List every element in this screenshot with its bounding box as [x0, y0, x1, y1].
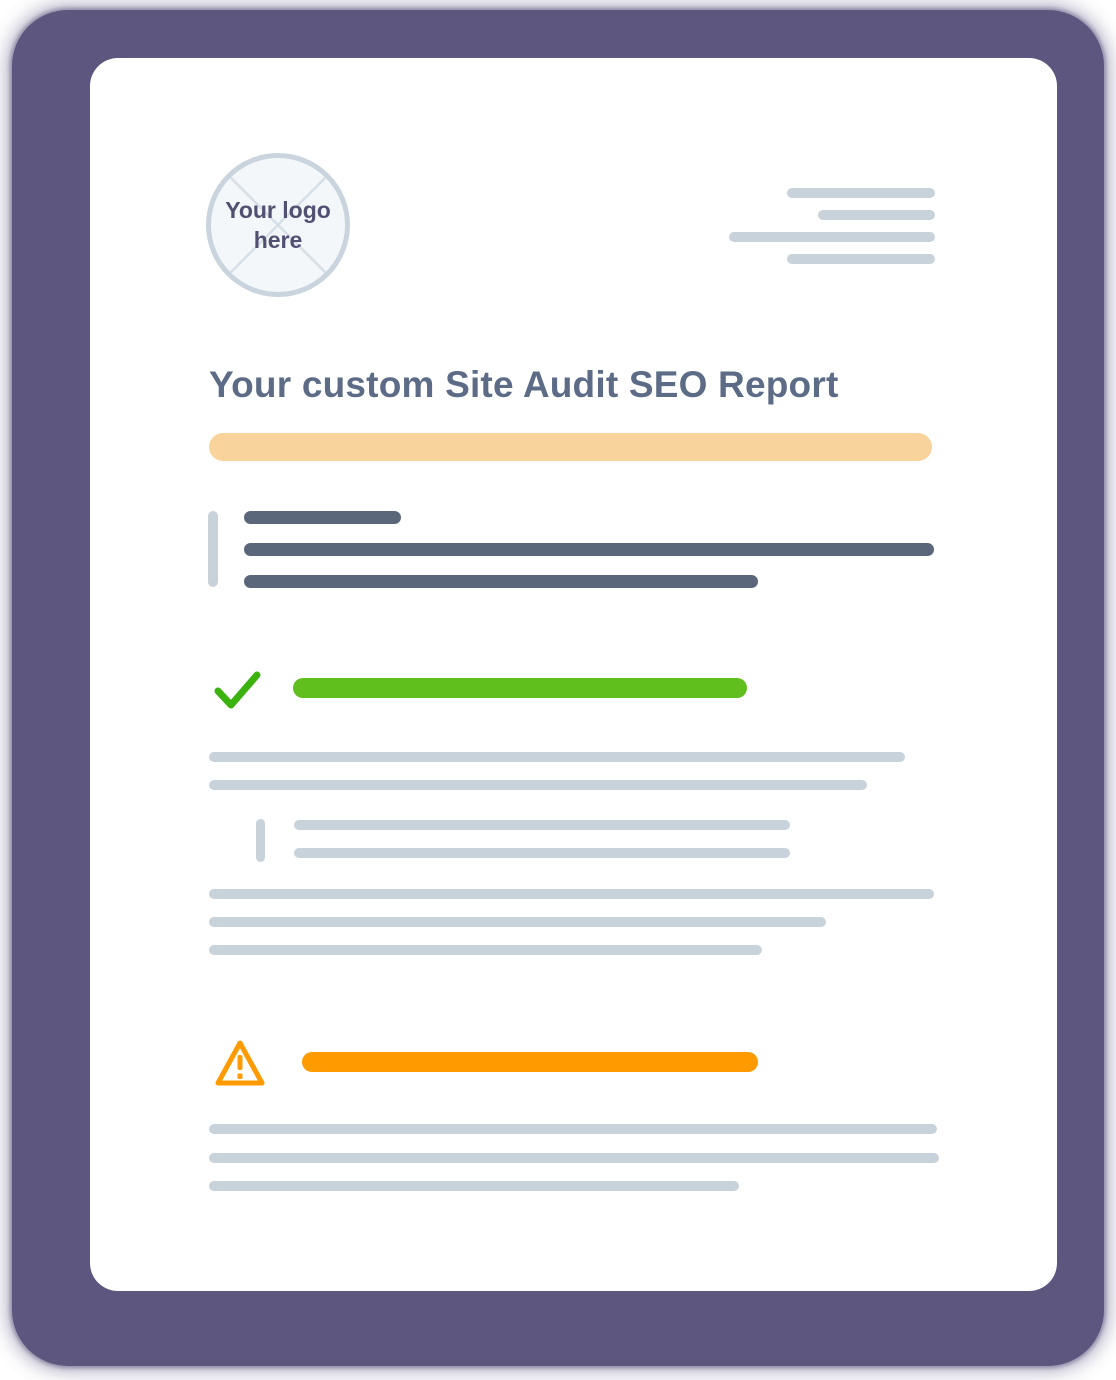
crossed-circle-logo-icon: [211, 158, 345, 292]
warning-triangle-icon: [215, 1040, 265, 1086]
header-placeholder-line: [729, 232, 935, 242]
intro-placeholder-line: [244, 511, 401, 524]
header-placeholder-line: [787, 254, 935, 264]
report-frame: Your logo here Your custom Site Audit SE…: [12, 10, 1104, 1366]
body-placeholder-line: [209, 945, 762, 955]
body-placeholder-line: [209, 780, 867, 790]
intro-placeholder-line: [244, 543, 934, 556]
body-placeholder-line: [209, 752, 905, 762]
logo-placeholder: Your logo here: [206, 153, 350, 297]
logo-placeholder-label: Your logo here: [225, 197, 331, 253]
body-placeholder-line: [209, 1153, 939, 1163]
report-title: Your custom Site Audit SEO Report: [209, 364, 839, 405]
paragraph-accent-bar: [208, 511, 218, 587]
quote-placeholder-line: [294, 848, 790, 858]
success-heading-bar: [293, 678, 747, 698]
body-placeholder-line: [209, 917, 826, 927]
header-placeholder-line: [787, 188, 935, 198]
warning-heading-bar: [302, 1052, 758, 1072]
check-icon: [214, 671, 261, 709]
body-placeholder-line: [209, 1124, 937, 1134]
report-page: Your logo here Your custom Site Audit SE…: [90, 58, 1057, 1291]
quote-accent-bar: [256, 819, 265, 862]
intro-placeholder-line: [244, 575, 758, 588]
highlight-bar: [209, 433, 932, 461]
body-placeholder-line: [209, 889, 934, 899]
body-placeholder-line: [209, 1181, 739, 1191]
quote-placeholder-line: [294, 820, 790, 830]
header-placeholder-line: [818, 210, 935, 220]
